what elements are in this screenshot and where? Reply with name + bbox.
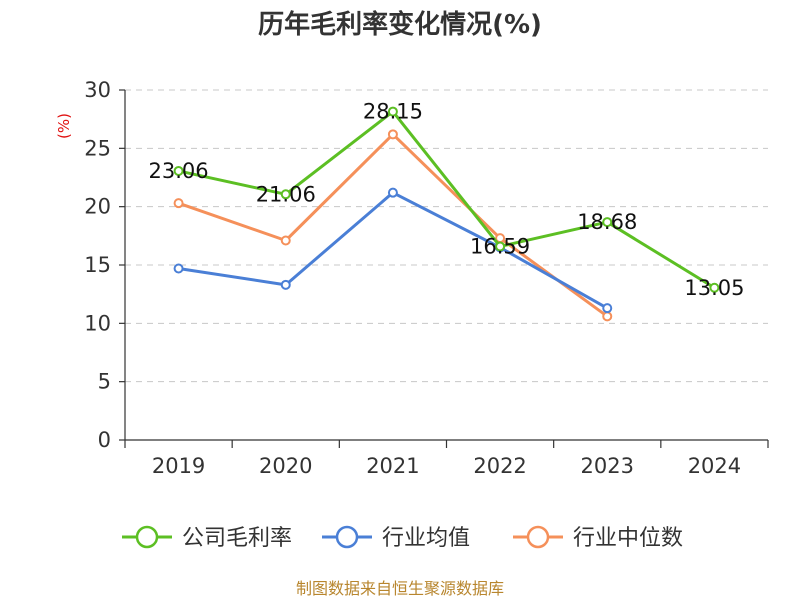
x-tick-label: 2020 — [259, 454, 312, 478]
data-label: 21.06 — [256, 182, 316, 206]
data-label: 18.68 — [577, 210, 637, 234]
x-tick-label: 2023 — [581, 454, 634, 478]
series-line — [177, 110, 716, 290]
legend-marker — [135, 525, 159, 549]
legend-marker — [335, 525, 359, 549]
y-tick-label: 20 — [84, 195, 111, 219]
y-axis-label: (%) — [55, 113, 73, 139]
data-labels: 23.06 21.06 28.15 16.59 18.68 13.05 — [149, 100, 745, 300]
data-point — [173, 165, 184, 176]
data-point — [602, 311, 613, 322]
series-line — [177, 132, 609, 318]
y-tick-label: 10 — [84, 311, 111, 335]
y-tick-labels: 0 5 10 15 20 25 30 — [84, 78, 111, 452]
data-point — [173, 263, 184, 274]
data-point — [387, 129, 398, 140]
data-label: 13.05 — [684, 276, 744, 300]
x-tick-label: 2019 — [152, 454, 205, 478]
x-tick-label: 2021 — [366, 454, 419, 478]
data-label: 23.06 — [149, 159, 209, 183]
data-point — [387, 187, 398, 198]
legend-item[interactable]: 公司毛利率 — [122, 525, 292, 551]
legend-label: 行业中位数 — [573, 526, 683, 551]
data-point — [280, 279, 291, 290]
data-point — [280, 235, 291, 246]
data-point — [602, 217, 613, 228]
x-tick-label: 2022 — [473, 454, 526, 478]
y-tick-label: 5 — [98, 370, 111, 394]
source-note: 制图数据来自恒生聚源数据库 — [296, 579, 504, 598]
data-point — [602, 303, 613, 314]
y-tick-label: 25 — [84, 136, 111, 160]
gridlines — [125, 89, 768, 383]
data-label: 16.59 — [470, 234, 530, 258]
data-point — [709, 282, 720, 293]
axes — [119, 89, 769, 448]
legend[interactable]: 公司毛利率 行业均值 行业中位数 — [122, 525, 683, 551]
series-lines — [173, 106, 720, 322]
data-point — [495, 241, 506, 252]
series-line — [177, 191, 609, 310]
y-tick-label: 30 — [84, 78, 111, 102]
y-tick-label: 0 — [98, 428, 111, 452]
data-point — [280, 189, 291, 200]
legend-item[interactable]: 行业中位数 — [513, 525, 683, 551]
x-tick-label: 2024 — [688, 454, 741, 478]
x-tick-labels: 2019 2020 2021 2022 2023 2024 — [152, 454, 741, 478]
legend-item[interactable]: 行业均值 — [322, 525, 470, 551]
legend-label: 行业均值 — [382, 526, 470, 551]
data-label: 28.15 — [363, 100, 423, 124]
y-tick-label: 15 — [84, 253, 111, 277]
legend-marker — [526, 525, 550, 549]
legend-label: 公司毛利率 — [182, 526, 292, 551]
data-point — [387, 106, 398, 117]
chart-title: 历年毛利率变化情况(%) — [258, 9, 542, 40]
data-point — [173, 198, 184, 209]
